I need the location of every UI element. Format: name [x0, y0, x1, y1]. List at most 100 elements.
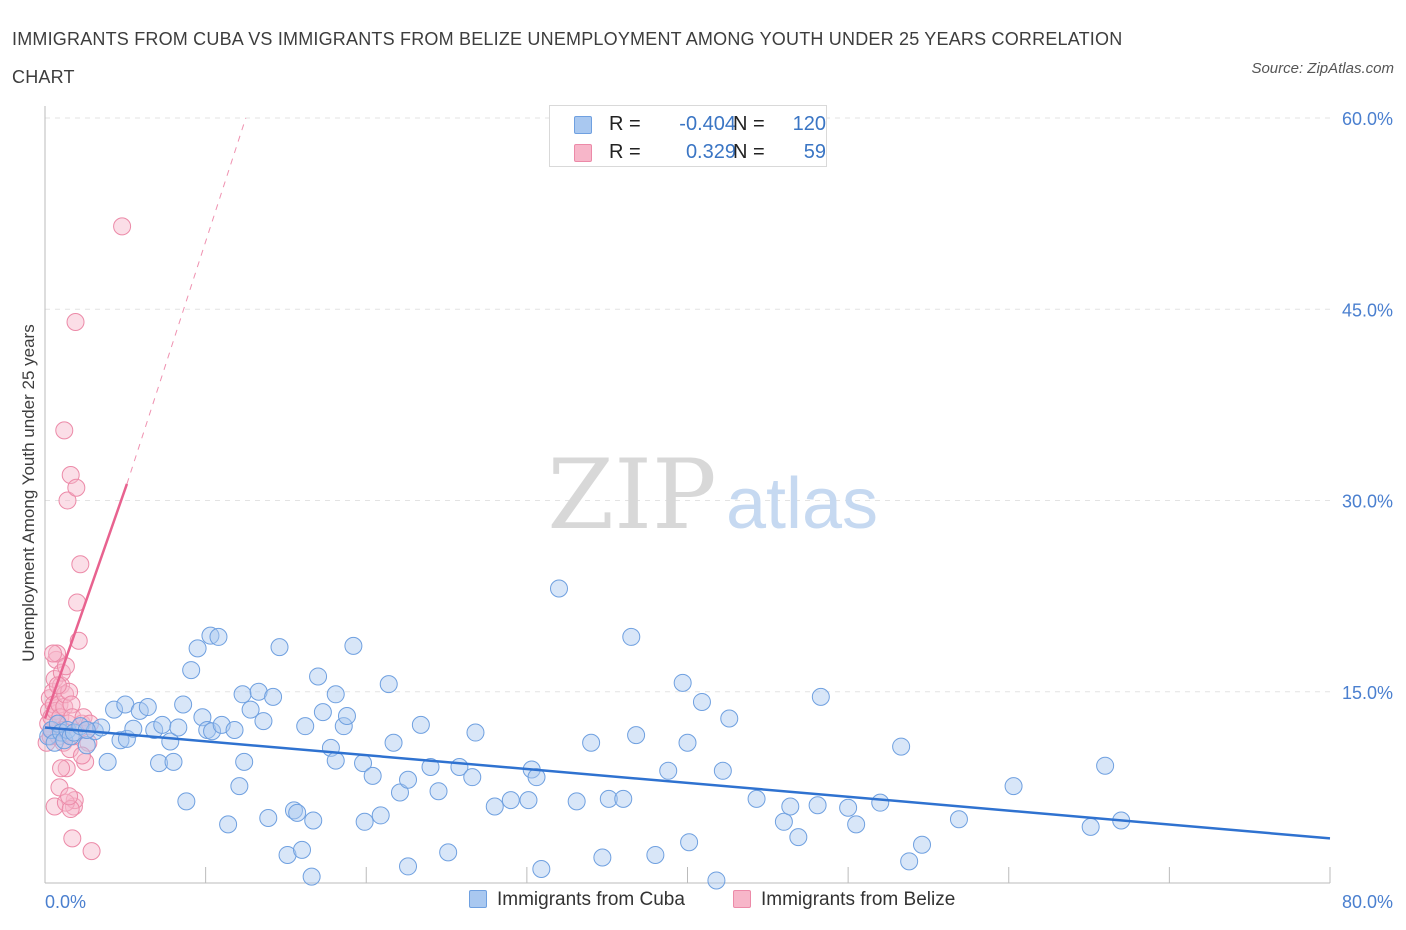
cuba-swatch — [574, 116, 592, 134]
cuba-point — [808, 796, 827, 815]
cuba-point — [627, 726, 646, 745]
cuba-point — [532, 859, 551, 878]
cuba-point — [371, 806, 390, 825]
y-tick-labels: 15.0% 30.0% 45.0% 60.0% — [1342, 109, 1393, 703]
cuba-point — [673, 673, 692, 692]
belize-point — [66, 313, 85, 331]
belize-point — [44, 644, 63, 663]
cuba-point — [230, 777, 249, 796]
belize-point — [57, 759, 76, 778]
cuba-point — [270, 638, 289, 657]
cuba-point — [892, 737, 911, 756]
r-value: -0.404 — [679, 113, 736, 135]
belize-swatch — [733, 890, 751, 908]
watermark-atlas: atlas — [726, 464, 878, 544]
cuba-point — [241, 700, 260, 719]
cuba-swatch — [469, 890, 487, 908]
cuba-point — [105, 700, 124, 719]
cuba-point — [150, 754, 169, 773]
cuba-point — [913, 835, 932, 854]
cuba-point — [153, 715, 172, 734]
cuba-point — [111, 731, 130, 750]
cuba-point — [847, 815, 866, 834]
cuba-point — [177, 792, 196, 811]
cuba-point — [646, 845, 665, 864]
belize-trend-extension — [126, 117, 247, 485]
cuba-point — [98, 752, 117, 771]
cuba-point — [209, 627, 228, 646]
axes — [44, 106, 1331, 884]
cuba-point — [421, 757, 440, 776]
cuba-point — [337, 706, 356, 725]
cuba-point — [747, 789, 766, 808]
cuba-point — [399, 857, 418, 876]
cuba-point — [900, 852, 919, 871]
cuba-point — [379, 675, 398, 694]
watermark: ZIP atlas — [547, 439, 878, 551]
cuba-point — [164, 752, 183, 771]
cuba-point — [235, 752, 254, 771]
cuba-point — [485, 797, 504, 816]
cuba-point — [259, 808, 278, 827]
belize-point — [63, 829, 82, 848]
cuba-point — [1096, 756, 1115, 775]
cuba-point — [302, 867, 321, 886]
cuba-points — [39, 579, 1131, 890]
cuba-point — [363, 766, 382, 785]
cuba-point — [678, 733, 697, 752]
cuba-point — [582, 733, 601, 752]
cuba-point — [439, 843, 458, 862]
cuba-point — [77, 736, 96, 755]
n-label: N = — [733, 113, 765, 135]
r-value: 0.329 — [685, 141, 736, 163]
cuba-point — [326, 751, 345, 770]
cuba-point — [622, 627, 641, 646]
cuba-point — [225, 721, 244, 739]
cuba-point — [949, 810, 968, 829]
cuba-point — [614, 789, 633, 808]
y-tick-label: 30.0% — [1342, 492, 1393, 512]
belize-trend-line — [43, 483, 129, 719]
cuba-point — [304, 811, 323, 830]
correlation-legend: R = -0.404 N = 120 R = 0.329 N = 59 — [549, 105, 827, 167]
belize-point — [45, 797, 64, 816]
belize-point — [52, 759, 71, 778]
cuba-point — [293, 840, 311, 859]
cuba-trend-line — [44, 726, 1331, 840]
belize-point — [62, 695, 81, 714]
legend-label-belize: Immigrants from Belize — [761, 889, 956, 910]
cuba-point — [720, 709, 739, 728]
cuba-point — [839, 798, 858, 817]
cuba-point — [599, 789, 618, 808]
cuba-point — [593, 848, 612, 867]
cuba-point — [254, 712, 273, 731]
n-value: 59 — [803, 141, 826, 163]
cuba-point — [871, 793, 890, 812]
y-tick-label: 45.0% — [1342, 300, 1393, 320]
belize-point — [60, 787, 79, 806]
belize-point — [58, 491, 77, 510]
cuba-point — [309, 667, 328, 686]
cuba-point — [188, 639, 207, 658]
cuba-point — [174, 695, 193, 714]
cuba-point — [278, 845, 297, 864]
legend-item-belize: Immigrants from Belize — [733, 889, 955, 911]
cuba-point — [1004, 777, 1023, 796]
y-tick-label: 15.0% — [1342, 683, 1393, 703]
source-credit: Source: ZipAtlas.com — [1251, 60, 1394, 77]
cuba-point — [713, 761, 732, 780]
cuba-point — [781, 797, 800, 816]
y-tick-label: 60.0% — [1342, 109, 1393, 129]
cuba-point — [429, 782, 448, 801]
belize-point — [67, 478, 86, 497]
cuba-point — [680, 833, 699, 852]
cuba-point — [203, 722, 222, 741]
cuba-point — [219, 815, 238, 834]
cuba-point — [249, 682, 268, 701]
belize-points — [37, 217, 132, 861]
chart-title: IMMIGRANTS FROM CUBA VS IMMIGRANTS FROM … — [12, 29, 1123, 87]
cuba-point — [774, 812, 793, 831]
belize-swatch — [574, 144, 592, 162]
cuba-point — [463, 768, 482, 787]
cuba-point — [411, 715, 430, 734]
